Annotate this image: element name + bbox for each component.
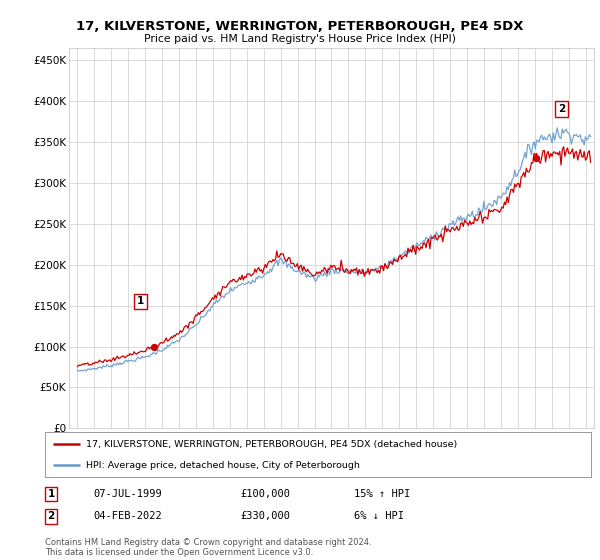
Text: 17, KILVERSTONE, WERRINGTON, PETERBOROUGH, PE4 5DX: 17, KILVERSTONE, WERRINGTON, PETERBOROUG… <box>76 20 524 32</box>
Text: 2: 2 <box>558 104 565 114</box>
Text: £330,000: £330,000 <box>240 511 290 521</box>
Text: £100,000: £100,000 <box>240 489 290 499</box>
Text: 04-FEB-2022: 04-FEB-2022 <box>93 511 162 521</box>
Text: 17, KILVERSTONE, WERRINGTON, PETERBOROUGH, PE4 5DX (detached house): 17, KILVERSTONE, WERRINGTON, PETERBOROUG… <box>86 440 457 449</box>
Text: 1: 1 <box>47 489 55 499</box>
Point <box>149 342 159 351</box>
Text: 6% ↓ HPI: 6% ↓ HPI <box>354 511 404 521</box>
Text: 1: 1 <box>137 296 145 306</box>
Text: 2: 2 <box>47 511 55 521</box>
Text: Price paid vs. HM Land Registry's House Price Index (HPI): Price paid vs. HM Land Registry's House … <box>144 34 456 44</box>
Text: 15% ↑ HPI: 15% ↑ HPI <box>354 489 410 499</box>
Text: 07-JUL-1999: 07-JUL-1999 <box>93 489 162 499</box>
Point <box>532 153 541 162</box>
Text: Contains HM Land Registry data © Crown copyright and database right 2024.
This d: Contains HM Land Registry data © Crown c… <box>45 538 371 557</box>
Text: HPI: Average price, detached house, City of Peterborough: HPI: Average price, detached house, City… <box>86 460 360 469</box>
